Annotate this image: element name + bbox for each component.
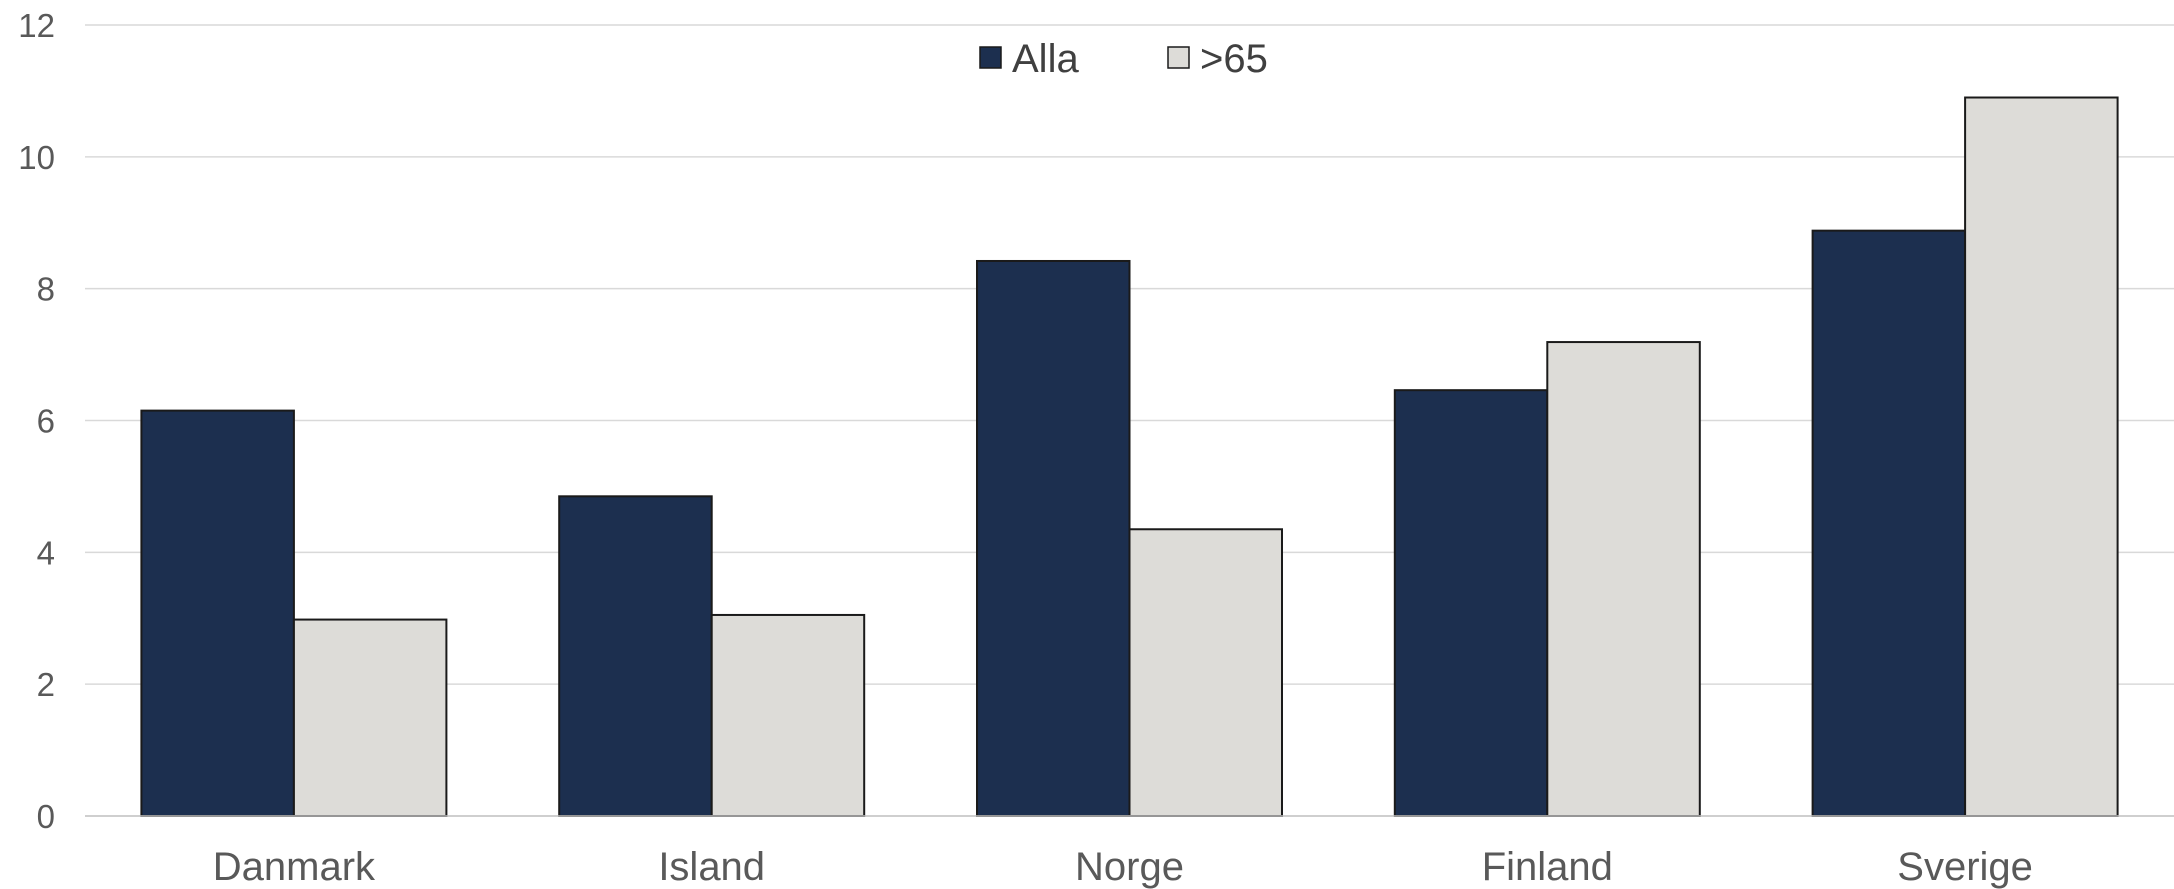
category-labels: Danmark Island Norge Finland Sverige <box>213 845 2033 889</box>
bar-over-65-finland <box>1546 341 1701 817</box>
bar-alla-danmark <box>140 409 295 817</box>
bar-over-65-danmark <box>292 618 448 818</box>
y-tick-label: 6 <box>37 403 55 440</box>
category-label: Danmark <box>213 845 376 889</box>
bar-over-65-sverige <box>1964 96 2119 817</box>
y-tick-label: 12 <box>18 7 55 44</box>
bar-alla-finland <box>1393 389 1549 817</box>
bar-over-65-island <box>710 613 866 817</box>
category-label: Sverige <box>1897 845 2033 889</box>
y-tick-label: 10 <box>18 139 55 176</box>
bar-over-65-norge <box>1128 528 1283 817</box>
y-tick-label: 2 <box>37 666 55 703</box>
legend-label: Alla <box>1012 37 1079 81</box>
legend-swatch <box>979 46 1002 69</box>
legend-label: >65 <box>1200 37 1268 81</box>
bars <box>140 96 2119 818</box>
category-label: Finland <box>1482 845 1613 889</box>
y-tick-label: 8 <box>37 271 55 308</box>
y-axis-tick-labels: 0 2 4 6 8 10 12 <box>18 7 55 835</box>
y-tick-label: 0 <box>37 798 55 835</box>
bar-alla-sverige <box>1811 229 1967 818</box>
category-label: Norge <box>1075 845 1184 889</box>
bar-alla-norge <box>976 259 1131 817</box>
legend: Alla >65 <box>979 37 1268 81</box>
legend-swatch <box>1167 46 1190 69</box>
category-label: Island <box>658 845 765 889</box>
y-tick-label: 4 <box>37 534 55 571</box>
bar-alla-island <box>558 495 713 817</box>
